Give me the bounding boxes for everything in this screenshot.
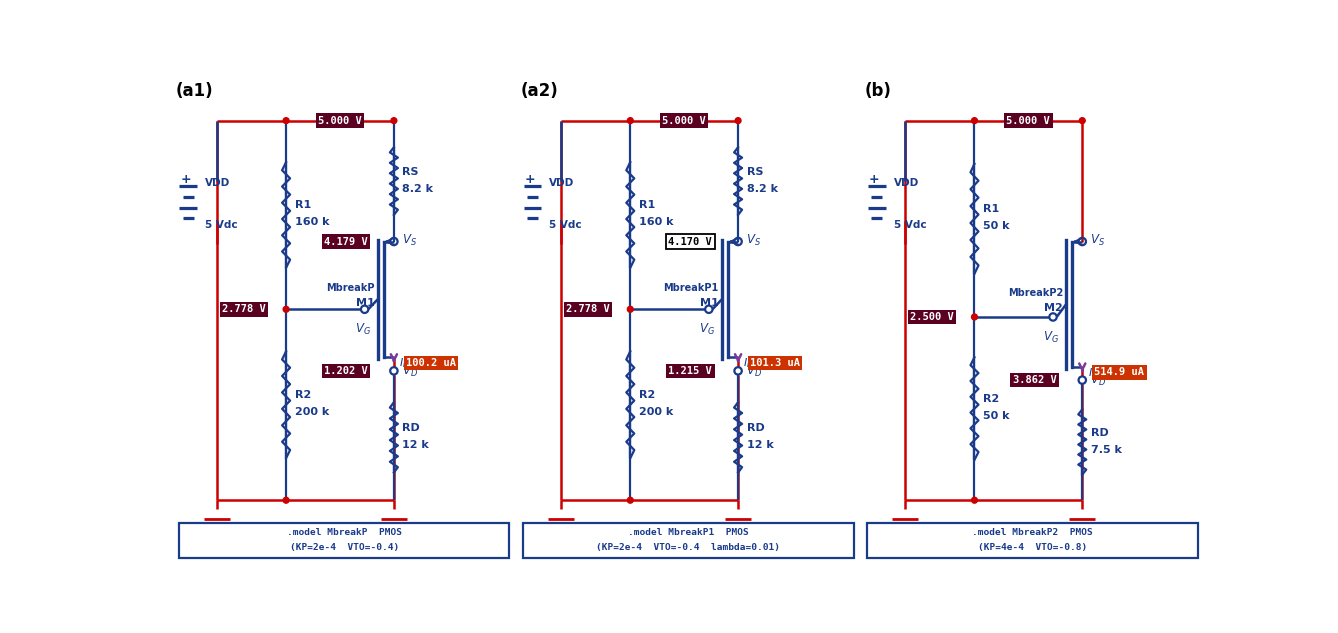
Circle shape bbox=[1080, 118, 1085, 123]
Text: 3.862 V: 3.862 V bbox=[1013, 375, 1057, 385]
Text: +: + bbox=[524, 173, 535, 186]
FancyBboxPatch shape bbox=[867, 523, 1198, 558]
Text: $I_\mathregular{D}$: $I_\mathregular{D}$ bbox=[744, 356, 755, 370]
Text: 5.000 V: 5.000 V bbox=[1006, 116, 1050, 125]
Text: (a1): (a1) bbox=[177, 82, 214, 100]
Text: $V_\mathregular{G}$: $V_\mathregular{G}$ bbox=[1044, 330, 1060, 345]
Text: 4.179 V: 4.179 V bbox=[324, 237, 368, 246]
Text: .model MbreakP  PMOS: .model MbreakP PMOS bbox=[286, 529, 401, 537]
Text: (KP=4e-4  VTO=-0.8): (KP=4e-4 VTO=-0.8) bbox=[978, 543, 1088, 552]
Text: RD: RD bbox=[403, 423, 420, 433]
Text: $V_\mathregular{G}$: $V_\mathregular{G}$ bbox=[700, 322, 716, 337]
Circle shape bbox=[971, 314, 977, 320]
Text: 2.500 V: 2.500 V bbox=[910, 312, 954, 322]
Text: 160 k: 160 k bbox=[638, 217, 673, 227]
Text: RD: RD bbox=[1090, 428, 1108, 438]
Text: .model MbreakP1  PMOS: .model MbreakP1 PMOS bbox=[628, 529, 749, 537]
Text: 5.000 V: 5.000 V bbox=[318, 116, 361, 125]
Circle shape bbox=[971, 498, 977, 503]
Text: MbreakP2: MbreakP2 bbox=[1008, 289, 1062, 299]
FancyBboxPatch shape bbox=[523, 523, 854, 558]
Text: 5 Vdc: 5 Vdc bbox=[894, 220, 926, 230]
Text: R1: R1 bbox=[983, 204, 999, 214]
Circle shape bbox=[284, 306, 289, 312]
Text: (a2): (a2) bbox=[520, 82, 558, 100]
Text: RD: RD bbox=[747, 423, 764, 433]
Text: $I_\mathregular{D}$: $I_\mathregular{D}$ bbox=[399, 356, 411, 370]
Text: M2: M2 bbox=[1044, 303, 1062, 313]
Text: 5 Vdc: 5 Vdc bbox=[550, 220, 582, 230]
Text: 1.215 V: 1.215 V bbox=[669, 366, 712, 376]
Text: M1: M1 bbox=[356, 298, 375, 308]
Circle shape bbox=[284, 498, 289, 503]
Text: +: + bbox=[870, 173, 879, 186]
Text: 200 k: 200 k bbox=[294, 406, 329, 417]
Text: $V_\mathregular{D}$: $V_\mathregular{D}$ bbox=[1090, 373, 1107, 389]
Text: $V_\mathregular{S}$: $V_\mathregular{S}$ bbox=[1090, 233, 1105, 248]
Text: 12 k: 12 k bbox=[747, 440, 773, 450]
Text: 8.2 k: 8.2 k bbox=[747, 184, 777, 194]
Text: $V_\mathregular{D}$: $V_\mathregular{D}$ bbox=[401, 364, 417, 379]
Text: $V_\mathregular{S}$: $V_\mathregular{S}$ bbox=[401, 233, 416, 248]
Text: R2: R2 bbox=[638, 390, 656, 400]
Text: R1: R1 bbox=[294, 200, 310, 210]
Text: (KP=2e-4  VTO=-0.4): (KP=2e-4 VTO=-0.4) bbox=[289, 543, 399, 552]
Text: 514.9 uA: 514.9 uA bbox=[1094, 367, 1144, 377]
Text: R2: R2 bbox=[294, 390, 310, 400]
Text: VDD: VDD bbox=[894, 178, 919, 188]
Text: 101.3 uA: 101.3 uA bbox=[751, 358, 800, 368]
Text: 5 Vdc: 5 Vdc bbox=[205, 220, 238, 230]
Text: RS: RS bbox=[747, 167, 763, 177]
Text: .model MbreakP2  PMOS: .model MbreakP2 PMOS bbox=[973, 529, 1093, 537]
Text: MbreakP1: MbreakP1 bbox=[664, 284, 719, 294]
Text: 12 k: 12 k bbox=[403, 440, 429, 450]
Text: $V_\mathregular{D}$: $V_\mathregular{D}$ bbox=[745, 364, 761, 379]
Text: M1: M1 bbox=[700, 298, 719, 308]
Circle shape bbox=[971, 118, 977, 123]
Circle shape bbox=[284, 118, 289, 123]
Text: 8.2 k: 8.2 k bbox=[403, 184, 434, 194]
Text: 100.2 uA: 100.2 uA bbox=[405, 358, 456, 368]
FancyBboxPatch shape bbox=[179, 523, 510, 558]
Text: 5.000 V: 5.000 V bbox=[662, 116, 706, 125]
Text: 50 k: 50 k bbox=[983, 411, 1009, 420]
Text: (b): (b) bbox=[864, 82, 891, 100]
Circle shape bbox=[628, 498, 633, 503]
Text: $V_\mathregular{S}$: $V_\mathregular{S}$ bbox=[745, 233, 761, 248]
Text: 4.170 V: 4.170 V bbox=[669, 237, 712, 246]
Circle shape bbox=[628, 118, 633, 123]
Text: +: + bbox=[181, 173, 191, 186]
Text: VDD: VDD bbox=[205, 178, 230, 188]
Text: 1.202 V: 1.202 V bbox=[324, 366, 368, 376]
Circle shape bbox=[628, 306, 633, 312]
Text: 50 k: 50 k bbox=[983, 221, 1009, 230]
Circle shape bbox=[735, 118, 741, 123]
Text: $I_\mathregular{D}$: $I_\mathregular{D}$ bbox=[1088, 367, 1098, 380]
Text: 200 k: 200 k bbox=[638, 406, 673, 417]
Text: $V_\mathregular{G}$: $V_\mathregular{G}$ bbox=[355, 322, 371, 337]
Text: (KP=2e-4  VTO=-0.4  lambda=0.01): (KP=2e-4 VTO=-0.4 lambda=0.01) bbox=[597, 543, 780, 552]
Text: 7.5 k: 7.5 k bbox=[1090, 445, 1121, 454]
Text: R1: R1 bbox=[638, 200, 656, 210]
Text: 2.778 V: 2.778 V bbox=[566, 304, 610, 314]
Text: 160 k: 160 k bbox=[294, 217, 329, 227]
Text: VDD: VDD bbox=[550, 178, 575, 188]
Text: R2: R2 bbox=[983, 394, 999, 404]
Text: MbreakP: MbreakP bbox=[326, 284, 375, 294]
Text: RS: RS bbox=[403, 167, 419, 177]
Text: 2.778 V: 2.778 V bbox=[222, 304, 266, 314]
Circle shape bbox=[391, 118, 397, 123]
